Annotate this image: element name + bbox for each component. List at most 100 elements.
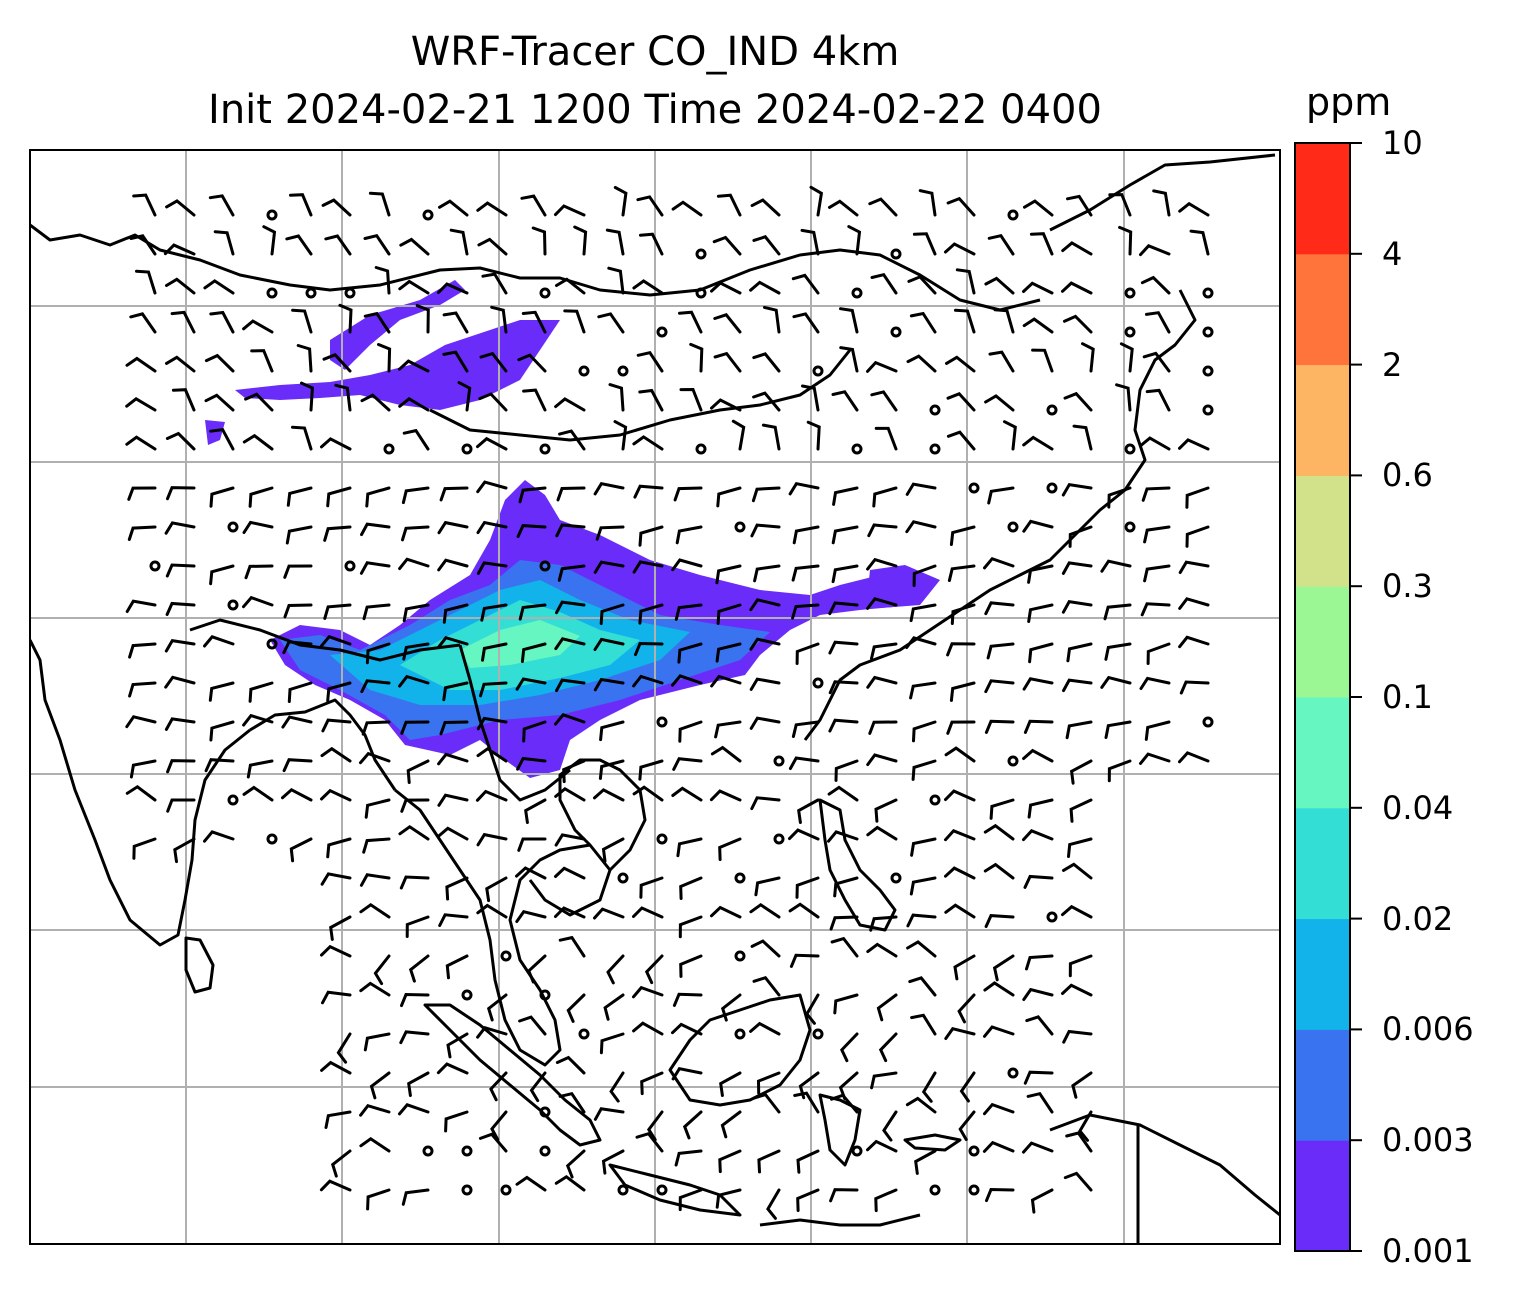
wind-barb: [166, 759, 196, 774]
calm-wind-marker: [266, 638, 278, 650]
calm-wind-marker: [1202, 326, 1214, 338]
wind-barb: [399, 237, 430, 256]
wind-barb: [360, 393, 391, 412]
calm-wind-marker: [773, 833, 785, 845]
wind-barb: [1139, 244, 1171, 257]
wind-barb: [720, 1110, 742, 1139]
wind-barb: [868, 197, 898, 217]
wind-barb: [788, 482, 820, 496]
wind-barb: [806, 420, 821, 451]
wind-barb: [363, 1032, 391, 1052]
wind-barb: [1030, 1188, 1054, 1214]
wind-barb: [718, 837, 742, 861]
wind-barb: [1178, 751, 1210, 764]
wind-barb: [671, 558, 703, 572]
wind-barb: [638, 525, 664, 547]
wind-barb: [1115, 383, 1132, 412]
wind-barb: [1140, 602, 1171, 617]
wind-barb: [1022, 435, 1054, 451]
wind-barb: [555, 523, 586, 538]
wind-barb: [1027, 564, 1054, 584]
wind-barb: [593, 907, 625, 920]
wind-barb: [944, 903, 976, 919]
wind-barb: [554, 713, 586, 726]
wind-barb: [321, 718, 352, 733]
wind-barb: [365, 642, 391, 665]
wind-barb: [1023, 1070, 1054, 1085]
wind-barb: [795, 642, 820, 665]
wind-barb: [203, 635, 235, 648]
wind-barb: [125, 396, 157, 412]
wind-barb: [599, 720, 625, 742]
wind-barb: [476, 832, 508, 847]
wind-barb: [800, 228, 820, 256]
wind-barb: [752, 975, 781, 997]
wind-barb: [882, 1110, 898, 1142]
wind-barb: [359, 902, 391, 919]
wind-barb: [1025, 954, 1054, 971]
timor-coast: [903, 1133, 962, 1152]
wind-barb: [715, 642, 742, 663]
wind-barb: [204, 758, 235, 773]
wind-barb: [485, 876, 508, 903]
wind-barb: [445, 876, 469, 901]
wind-barb: [633, 484, 664, 499]
wind-barb: [321, 198, 352, 217]
wind-barb: [282, 758, 313, 773]
wind-barb: [1031, 348, 1054, 373]
wind-barb: [866, 360, 898, 373]
wind-barb: [165, 277, 196, 295]
wind-barb: [1108, 193, 1132, 217]
wind-barb: [1026, 1092, 1054, 1114]
wind-barb: [518, 603, 547, 621]
wind-barb: [788, 828, 820, 841]
wind-barb: [752, 235, 781, 256]
wind-barb: [1062, 678, 1093, 693]
wind-barb: [906, 940, 937, 958]
wind-barb: [828, 199, 859, 217]
calm-wind-marker: [578, 1028, 590, 1040]
wind-barb: [1143, 525, 1171, 544]
colorbar-tick-label: 0.3: [1382, 567, 1433, 606]
wind-barb: [442, 603, 469, 624]
wind-barb: [716, 603, 742, 625]
calm-wind-marker: [539, 1145, 551, 1157]
wind-barb: [636, 195, 664, 217]
wind-barb: [912, 232, 937, 256]
wind-barb: [401, 1188, 430, 1206]
calm-wind-marker: [1202, 287, 1214, 299]
wind-barb: [209, 720, 235, 742]
wind-barb: [242, 433, 274, 451]
wind-barb: [127, 486, 157, 501]
calm-wind-marker: [890, 248, 902, 260]
wind-barb: [285, 525, 313, 545]
wind-barb: [173, 837, 196, 864]
wind-barb: [793, 1091, 820, 1114]
wind-barb: [324, 234, 352, 256]
wind-barb: [752, 1092, 781, 1114]
wind-barb: [788, 902, 820, 919]
wind-barb: [944, 829, 976, 842]
wind-barb: [1072, 424, 1093, 451]
wind-barb: [368, 191, 391, 217]
calm-wind-marker: [422, 209, 434, 221]
wind-barb: [840, 1032, 859, 1063]
wind-barb: [1100, 559, 1132, 573]
wind-barb: [437, 558, 469, 572]
wind-barb: [329, 915, 352, 941]
wind-barb: [1025, 1015, 1054, 1036]
wind-barb: [554, 637, 586, 651]
wind-barb: [599, 603, 625, 625]
wind-barb: [908, 976, 937, 997]
wind-barb: [1067, 837, 1093, 858]
wind-barb: [1061, 600, 1093, 614]
wind-barb: [573, 225, 588, 256]
calm-wind-marker: [812, 365, 824, 377]
wind-barb: [125, 715, 157, 729]
wind-barb: [946, 430, 976, 451]
wind-barb: [763, 305, 781, 334]
wind-barb: [374, 266, 391, 295]
wind-barb: [1139, 676, 1171, 690]
wind-barb: [555, 678, 586, 693]
wind-barb: [209, 427, 235, 451]
